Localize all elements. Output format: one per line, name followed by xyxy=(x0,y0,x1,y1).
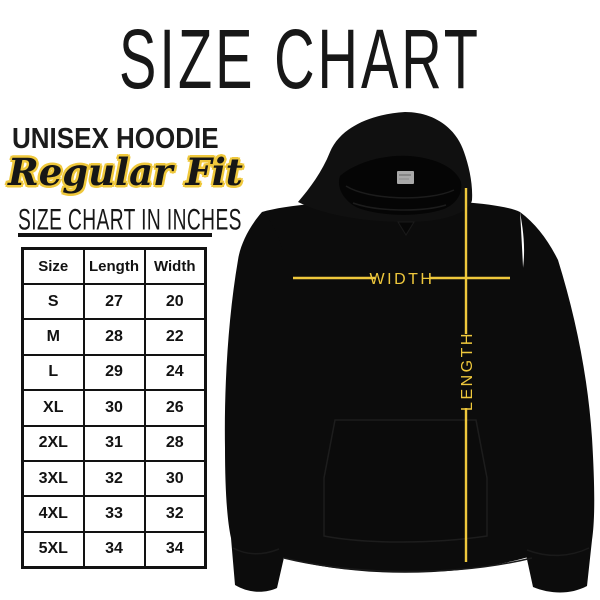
hoodie-pocket xyxy=(323,419,488,543)
hoodie-photo: WIDTH LENGTH xyxy=(218,108,600,600)
hood-fold-line xyxy=(345,185,455,199)
table-cell: L xyxy=(21,353,85,392)
fit-label: Regular Fit xyxy=(8,150,243,194)
table-cell: 34 xyxy=(143,530,207,569)
table-cell: 22 xyxy=(143,318,207,356)
table-row: 5XL 34 34 xyxy=(21,530,207,569)
table-cell: 28 xyxy=(82,318,146,356)
table-cell: 20 xyxy=(143,282,207,321)
column-header-length: Length xyxy=(82,247,146,285)
table-row: L 29 24 xyxy=(21,353,207,392)
page-title: SIZE CHART xyxy=(119,11,481,107)
table-cell: 4XL xyxy=(21,495,85,533)
table-row: 2XL 31 28 xyxy=(21,424,207,462)
neck-v-notch xyxy=(397,221,415,236)
table-cell: 32 xyxy=(82,459,146,498)
size-table-header: Size Length Width xyxy=(21,247,207,285)
table-row: XL 30 26 xyxy=(21,389,207,427)
hoodie-right-sleeve xyxy=(520,212,595,593)
table-cell: 29 xyxy=(82,353,146,392)
hoodie-left-sleeve xyxy=(224,212,290,592)
table-cell: 2XL xyxy=(21,424,85,462)
column-header-size: Size xyxy=(21,247,85,285)
table-cell: 3XL xyxy=(21,459,85,498)
size-table-body: S 27 20 M 28 22 L 29 24 XL 30 26 2XL 31 28 3XL 32 30 4XL 33… xyxy=(21,282,207,569)
table-cell: S xyxy=(21,282,85,321)
table-cell: 26 xyxy=(143,389,207,427)
hoodie-illustration: WIDTH LENGTH xyxy=(224,112,595,593)
table-row: M 28 22 xyxy=(21,318,207,356)
table-row: 4XL 33 32 xyxy=(21,495,207,533)
right-cuff-seam xyxy=(526,547,590,557)
table-cell: 34 xyxy=(82,530,146,569)
table-cell: 32 xyxy=(143,495,207,533)
caption-underline xyxy=(18,233,212,237)
left-cuff-seam xyxy=(232,547,280,555)
table-cell: 28 xyxy=(143,424,207,462)
product-name: UNISEX HOODIE xyxy=(12,121,219,155)
table-cell: 30 xyxy=(143,459,207,498)
table-cell: 31 xyxy=(82,424,146,462)
hem-seam xyxy=(283,557,533,573)
size-table: Size Length Width S 27 20 M 28 22 L 29 24 XL 30 26 2… xyxy=(21,247,207,570)
table-cell: 24 xyxy=(143,353,207,392)
length-label: LENGTH xyxy=(459,331,476,411)
table-header-row: Size Length Width xyxy=(21,247,207,285)
table-cell: 27 xyxy=(82,282,146,321)
column-header-width: Width xyxy=(143,247,207,285)
table-cell: M xyxy=(21,318,85,356)
neck-tag xyxy=(397,171,414,184)
width-label: WIDTH xyxy=(370,271,435,288)
table-cell: 30 xyxy=(82,389,146,427)
table-cell: 5XL xyxy=(21,530,85,569)
table-row: 3XL 32 30 xyxy=(21,459,207,498)
hood-opening xyxy=(338,155,462,215)
table-row: S 27 20 xyxy=(21,282,207,321)
table-caption: SIZE CHART IN INCHES xyxy=(18,204,242,237)
table-cell: 33 xyxy=(82,495,146,533)
hood-fold-line-2 xyxy=(352,202,447,211)
table-cell: XL xyxy=(21,389,85,427)
